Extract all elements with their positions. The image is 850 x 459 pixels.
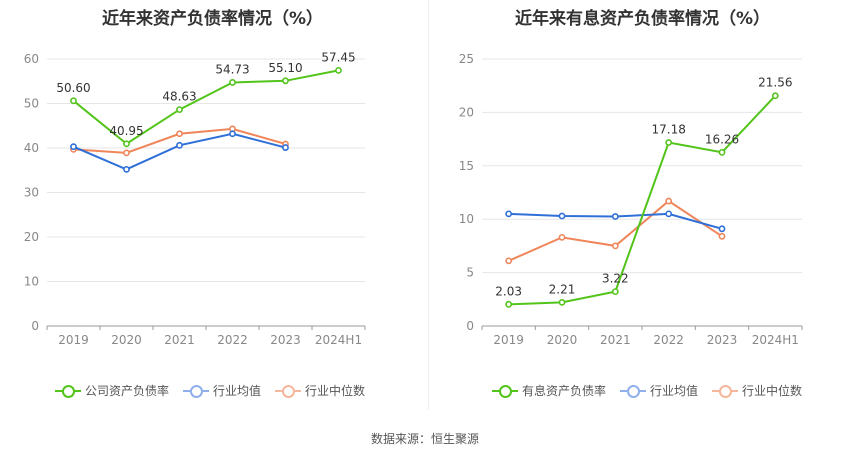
y-tick-label: 40 bbox=[24, 141, 39, 155]
x-tick-label: 2021 bbox=[600, 333, 631, 347]
x-tick-label: 2023 bbox=[707, 333, 738, 347]
chart-legend: 公司资产负债率 行业均值 行业中位数 bbox=[55, 382, 365, 399]
legend-label: 行业均值 bbox=[213, 384, 262, 398]
data-source-note: 数据来源：恒生聚源 bbox=[0, 430, 850, 447]
series-line bbox=[508, 199, 723, 262]
data-point bbox=[123, 165, 130, 173]
x-tick-label: 2022 bbox=[217, 333, 248, 347]
data-point bbox=[176, 106, 183, 113]
legend-swatch-icon bbox=[712, 384, 739, 398]
y-tick-label: 60 bbox=[24, 52, 39, 66]
data-point bbox=[611, 242, 619, 250]
data-source-value: 恒生聚源 bbox=[431, 432, 480, 446]
x-tick-label: 2019 bbox=[493, 333, 524, 347]
data-label: 55.10 bbox=[268, 61, 302, 75]
chart-title: 近年来有息资产负债率情况（%） bbox=[514, 9, 771, 29]
data-label: 21.56 bbox=[758, 76, 792, 90]
y-tick-label: 5 bbox=[466, 266, 474, 280]
data-point bbox=[229, 79, 236, 86]
legend-item[interactable]: 有息资产负债率 bbox=[492, 382, 606, 399]
interest-bearing-liability-chart: 近年来有息资产负债率情况（%） 0 5 10 15 20 25 2019 2020 2021 20… bbox=[435, 0, 850, 410]
data-point bbox=[611, 213, 619, 220]
legend-label: 行业均值 bbox=[650, 384, 699, 398]
y-tick-label: 10 bbox=[459, 212, 474, 226]
data-point bbox=[558, 233, 566, 241]
series-line bbox=[508, 95, 777, 306]
y-tick-label: 0 bbox=[466, 319, 474, 333]
x-tick-label: 2023 bbox=[270, 333, 301, 347]
data-label: 3.22 bbox=[602, 272, 629, 286]
legend-item[interactable]: 行业均值 bbox=[183, 382, 261, 399]
asset-liability-chart: 近年来资产负债率情况（%） 0 10 20 30 40 50 60 2019 2020 2021 2… bbox=[0, 0, 425, 410]
panel-divider bbox=[428, 0, 429, 410]
data-point bbox=[176, 141, 183, 149]
data-point bbox=[70, 143, 77, 151]
x-tick-label: 2021 bbox=[164, 333, 195, 347]
legend-item[interactable]: 行业中位数 bbox=[275, 382, 365, 399]
data-point bbox=[665, 210, 673, 218]
data-label: 40.95 bbox=[109, 124, 143, 138]
data-point bbox=[335, 66, 342, 74]
chart-legend: 有息资产负债率 行业均值 行业中位数 bbox=[492, 382, 802, 399]
data-point bbox=[229, 130, 236, 138]
data-point bbox=[718, 232, 726, 240]
data-point bbox=[718, 225, 726, 233]
legend-item[interactable]: 行业中位数 bbox=[712, 382, 802, 399]
legend-label: 行业中位数 bbox=[742, 384, 803, 398]
data-point bbox=[665, 139, 673, 146]
y-tick-label: 20 bbox=[24, 230, 39, 244]
legend-label: 行业中位数 bbox=[305, 384, 366, 398]
data-point bbox=[282, 77, 289, 85]
x-tick-label: 2020 bbox=[547, 333, 578, 347]
data-label: 17.18 bbox=[651, 123, 685, 137]
legend-swatch-icon bbox=[275, 384, 302, 398]
legend-item[interactable]: 行业均值 bbox=[620, 382, 698, 399]
data-point bbox=[70, 97, 77, 105]
legend-label: 公司资产负债率 bbox=[85, 384, 170, 398]
data-point bbox=[505, 210, 513, 218]
data-point bbox=[176, 130, 183, 138]
x-tick-label: 2019 bbox=[58, 333, 89, 347]
chart-title: 近年来资产负债率情况（%） bbox=[101, 9, 324, 29]
data-label: 48.63 bbox=[162, 90, 196, 104]
data-point bbox=[505, 300, 513, 308]
data-source-label: 数据来源： bbox=[370, 432, 431, 446]
legend-swatch-icon bbox=[492, 384, 518, 398]
legend-label: 有息资产负债率 bbox=[522, 384, 607, 398]
chart-plot-area: 0 5 10 15 20 25 2019 2020 2021 2022 2023 2024H1 2.03… bbox=[459, 52, 803, 347]
y-tick-label: 20 bbox=[459, 105, 474, 119]
data-point bbox=[558, 298, 566, 306]
data-point bbox=[558, 212, 566, 220]
y-tick-label: 50 bbox=[24, 97, 39, 111]
data-point bbox=[505, 257, 513, 265]
data-label: 2.03 bbox=[495, 284, 522, 298]
y-tick-label: 25 bbox=[459, 52, 474, 66]
data-point bbox=[123, 140, 130, 148]
x-tick-label: 2024H1 bbox=[752, 333, 799, 347]
data-point bbox=[123, 149, 130, 157]
legend-item[interactable]: 公司资产负债率 bbox=[55, 382, 169, 399]
chart-plot-area: 0 10 20 30 40 50 60 2019 2020 2021 2022 2023 2024H1 5… bbox=[24, 50, 366, 347]
x-tick-label: 2020 bbox=[111, 333, 142, 347]
data-label: 16.26 bbox=[705, 132, 739, 146]
y-tick-label: 15 bbox=[459, 159, 474, 173]
data-label: 2.21 bbox=[549, 282, 576, 296]
legend-swatch-icon bbox=[55, 384, 81, 398]
data-point bbox=[771, 92, 779, 100]
y-tick-label: 30 bbox=[24, 186, 39, 200]
data-point bbox=[665, 197, 673, 205]
y-tick-label: 10 bbox=[24, 275, 39, 289]
data-label: 50.60 bbox=[56, 81, 90, 95]
y-tick-label: 0 bbox=[31, 319, 39, 333]
x-tick-label: 2024H1 bbox=[315, 333, 362, 347]
data-point bbox=[282, 144, 289, 151]
series-line bbox=[72, 69, 339, 146]
data-label: 54.73 bbox=[215, 62, 249, 76]
data-point bbox=[718, 148, 726, 156]
data-point bbox=[611, 288, 619, 296]
legend-swatch-icon bbox=[183, 384, 210, 398]
x-tick-label: 2022 bbox=[653, 333, 684, 347]
legend-swatch-icon bbox=[620, 384, 647, 398]
data-label: 57.45 bbox=[321, 50, 355, 64]
